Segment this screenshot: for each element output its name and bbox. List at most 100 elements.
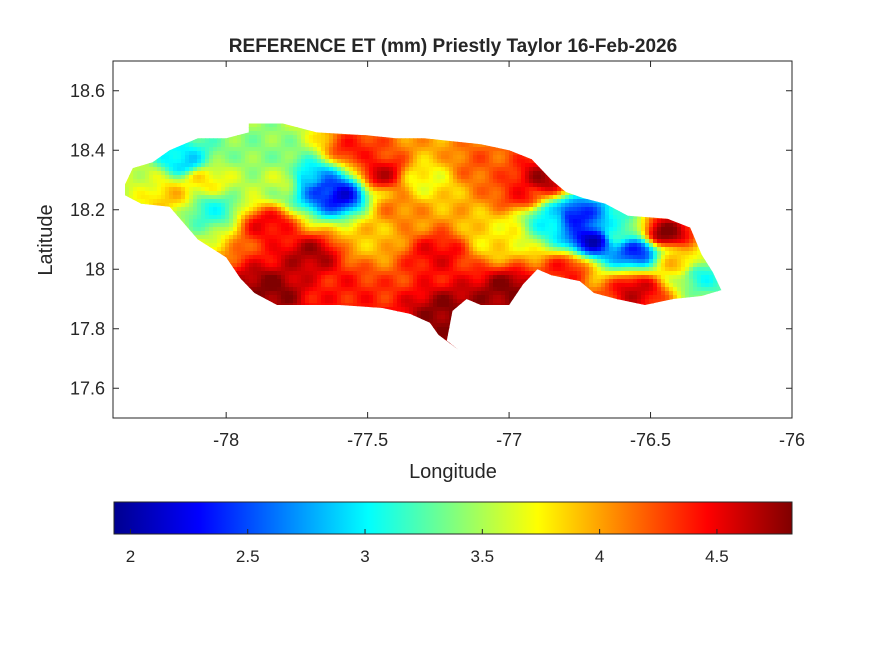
heat-cell <box>333 291 338 296</box>
heat-cell <box>409 155 414 160</box>
heat-cell <box>421 203 426 208</box>
heat-cell <box>201 231 206 236</box>
heat-cell <box>249 275 254 280</box>
heat-cell <box>325 259 330 264</box>
heat-cell <box>177 203 182 208</box>
heat-cell <box>445 323 450 328</box>
heat-cell <box>261 275 266 280</box>
heat-cell <box>421 295 426 300</box>
heat-cell <box>345 219 350 224</box>
heat-cell <box>245 163 250 168</box>
heat-cell <box>349 187 354 192</box>
heat-cell <box>229 147 234 152</box>
heat-cell <box>369 195 374 200</box>
heat-cell <box>169 203 174 208</box>
heat-cell <box>445 227 450 232</box>
heat-cell <box>313 203 318 208</box>
heat-cell <box>309 243 314 248</box>
heat-cell <box>433 259 438 264</box>
heat-cell <box>313 223 318 228</box>
heat-cell <box>405 139 410 144</box>
heat-cell <box>385 183 390 188</box>
heat-cell <box>189 179 194 184</box>
heat-cell <box>429 267 434 272</box>
heat-cell <box>385 251 390 256</box>
heat-cell <box>385 179 390 184</box>
heat-cell <box>177 211 182 216</box>
heat-cell <box>141 175 146 180</box>
heat-cell <box>349 227 354 232</box>
heat-cell <box>453 247 458 252</box>
heat-cell <box>189 223 194 228</box>
heat-cell <box>425 319 430 324</box>
heat-cell <box>401 295 406 300</box>
heat-cell <box>309 203 314 208</box>
heat-cell <box>381 147 386 152</box>
heat-cell <box>373 231 378 236</box>
heat-cell <box>161 187 166 192</box>
heat-cell <box>337 223 342 228</box>
heat-cell <box>253 239 258 244</box>
heat-cell <box>417 295 422 300</box>
heat-cell <box>257 195 262 200</box>
heat-cell <box>293 159 298 164</box>
heat-cell <box>369 215 374 220</box>
heat-cell <box>321 159 326 164</box>
heat-cell <box>269 151 274 156</box>
heat-cell <box>353 179 358 184</box>
heat-cell <box>205 179 210 184</box>
heat-cell <box>341 279 346 284</box>
heat-cell <box>361 295 366 300</box>
heat-cell <box>373 303 378 308</box>
heat-cell <box>409 223 414 228</box>
heat-cell <box>321 255 326 260</box>
heat-cell <box>185 143 190 148</box>
heat-cell <box>289 231 294 236</box>
heat-cell <box>269 131 274 136</box>
heat-cell <box>425 307 430 312</box>
heat-cell <box>273 175 278 180</box>
heat-cell <box>241 267 246 272</box>
heat-cell <box>233 199 238 204</box>
heat-cell <box>313 279 318 284</box>
heat-cell <box>253 131 258 136</box>
heat-cell <box>293 195 298 200</box>
heat-cell <box>441 223 446 228</box>
heat-cell <box>245 271 250 276</box>
heat-cell <box>229 211 234 216</box>
heat-cell <box>233 191 238 196</box>
heat-cell <box>409 251 414 256</box>
heat-cell <box>229 159 234 164</box>
heat-cell <box>445 275 450 280</box>
heat-cell <box>281 155 286 160</box>
heat-cell <box>421 299 426 304</box>
heat-cell <box>437 267 442 272</box>
heat-cell <box>261 247 266 252</box>
heat-cell <box>345 159 350 164</box>
heat-cell <box>393 195 398 200</box>
heat-cell <box>189 195 194 200</box>
heat-cell <box>309 207 314 212</box>
heat-cell <box>385 271 390 276</box>
heat-cell <box>409 295 414 300</box>
heat-cell <box>285 127 290 132</box>
heat-cell <box>289 147 294 152</box>
heat-cell <box>261 123 266 128</box>
heat-cell <box>301 191 306 196</box>
heat-cell <box>325 243 330 248</box>
heat-cell <box>257 243 262 248</box>
heat-cell <box>377 259 382 264</box>
heat-cell <box>413 247 418 252</box>
heat-cell <box>365 239 370 244</box>
heat-cell <box>401 175 406 180</box>
heat-cell <box>377 271 382 276</box>
heat-cell <box>349 183 354 188</box>
heat-cell <box>449 243 454 248</box>
heat-cell <box>453 203 458 208</box>
heat-cell <box>425 299 430 304</box>
heat-cell <box>285 271 290 276</box>
heat-cell <box>289 239 294 244</box>
heat-cell <box>453 191 458 196</box>
heat-cell <box>409 263 414 268</box>
heat-cell <box>453 291 458 296</box>
